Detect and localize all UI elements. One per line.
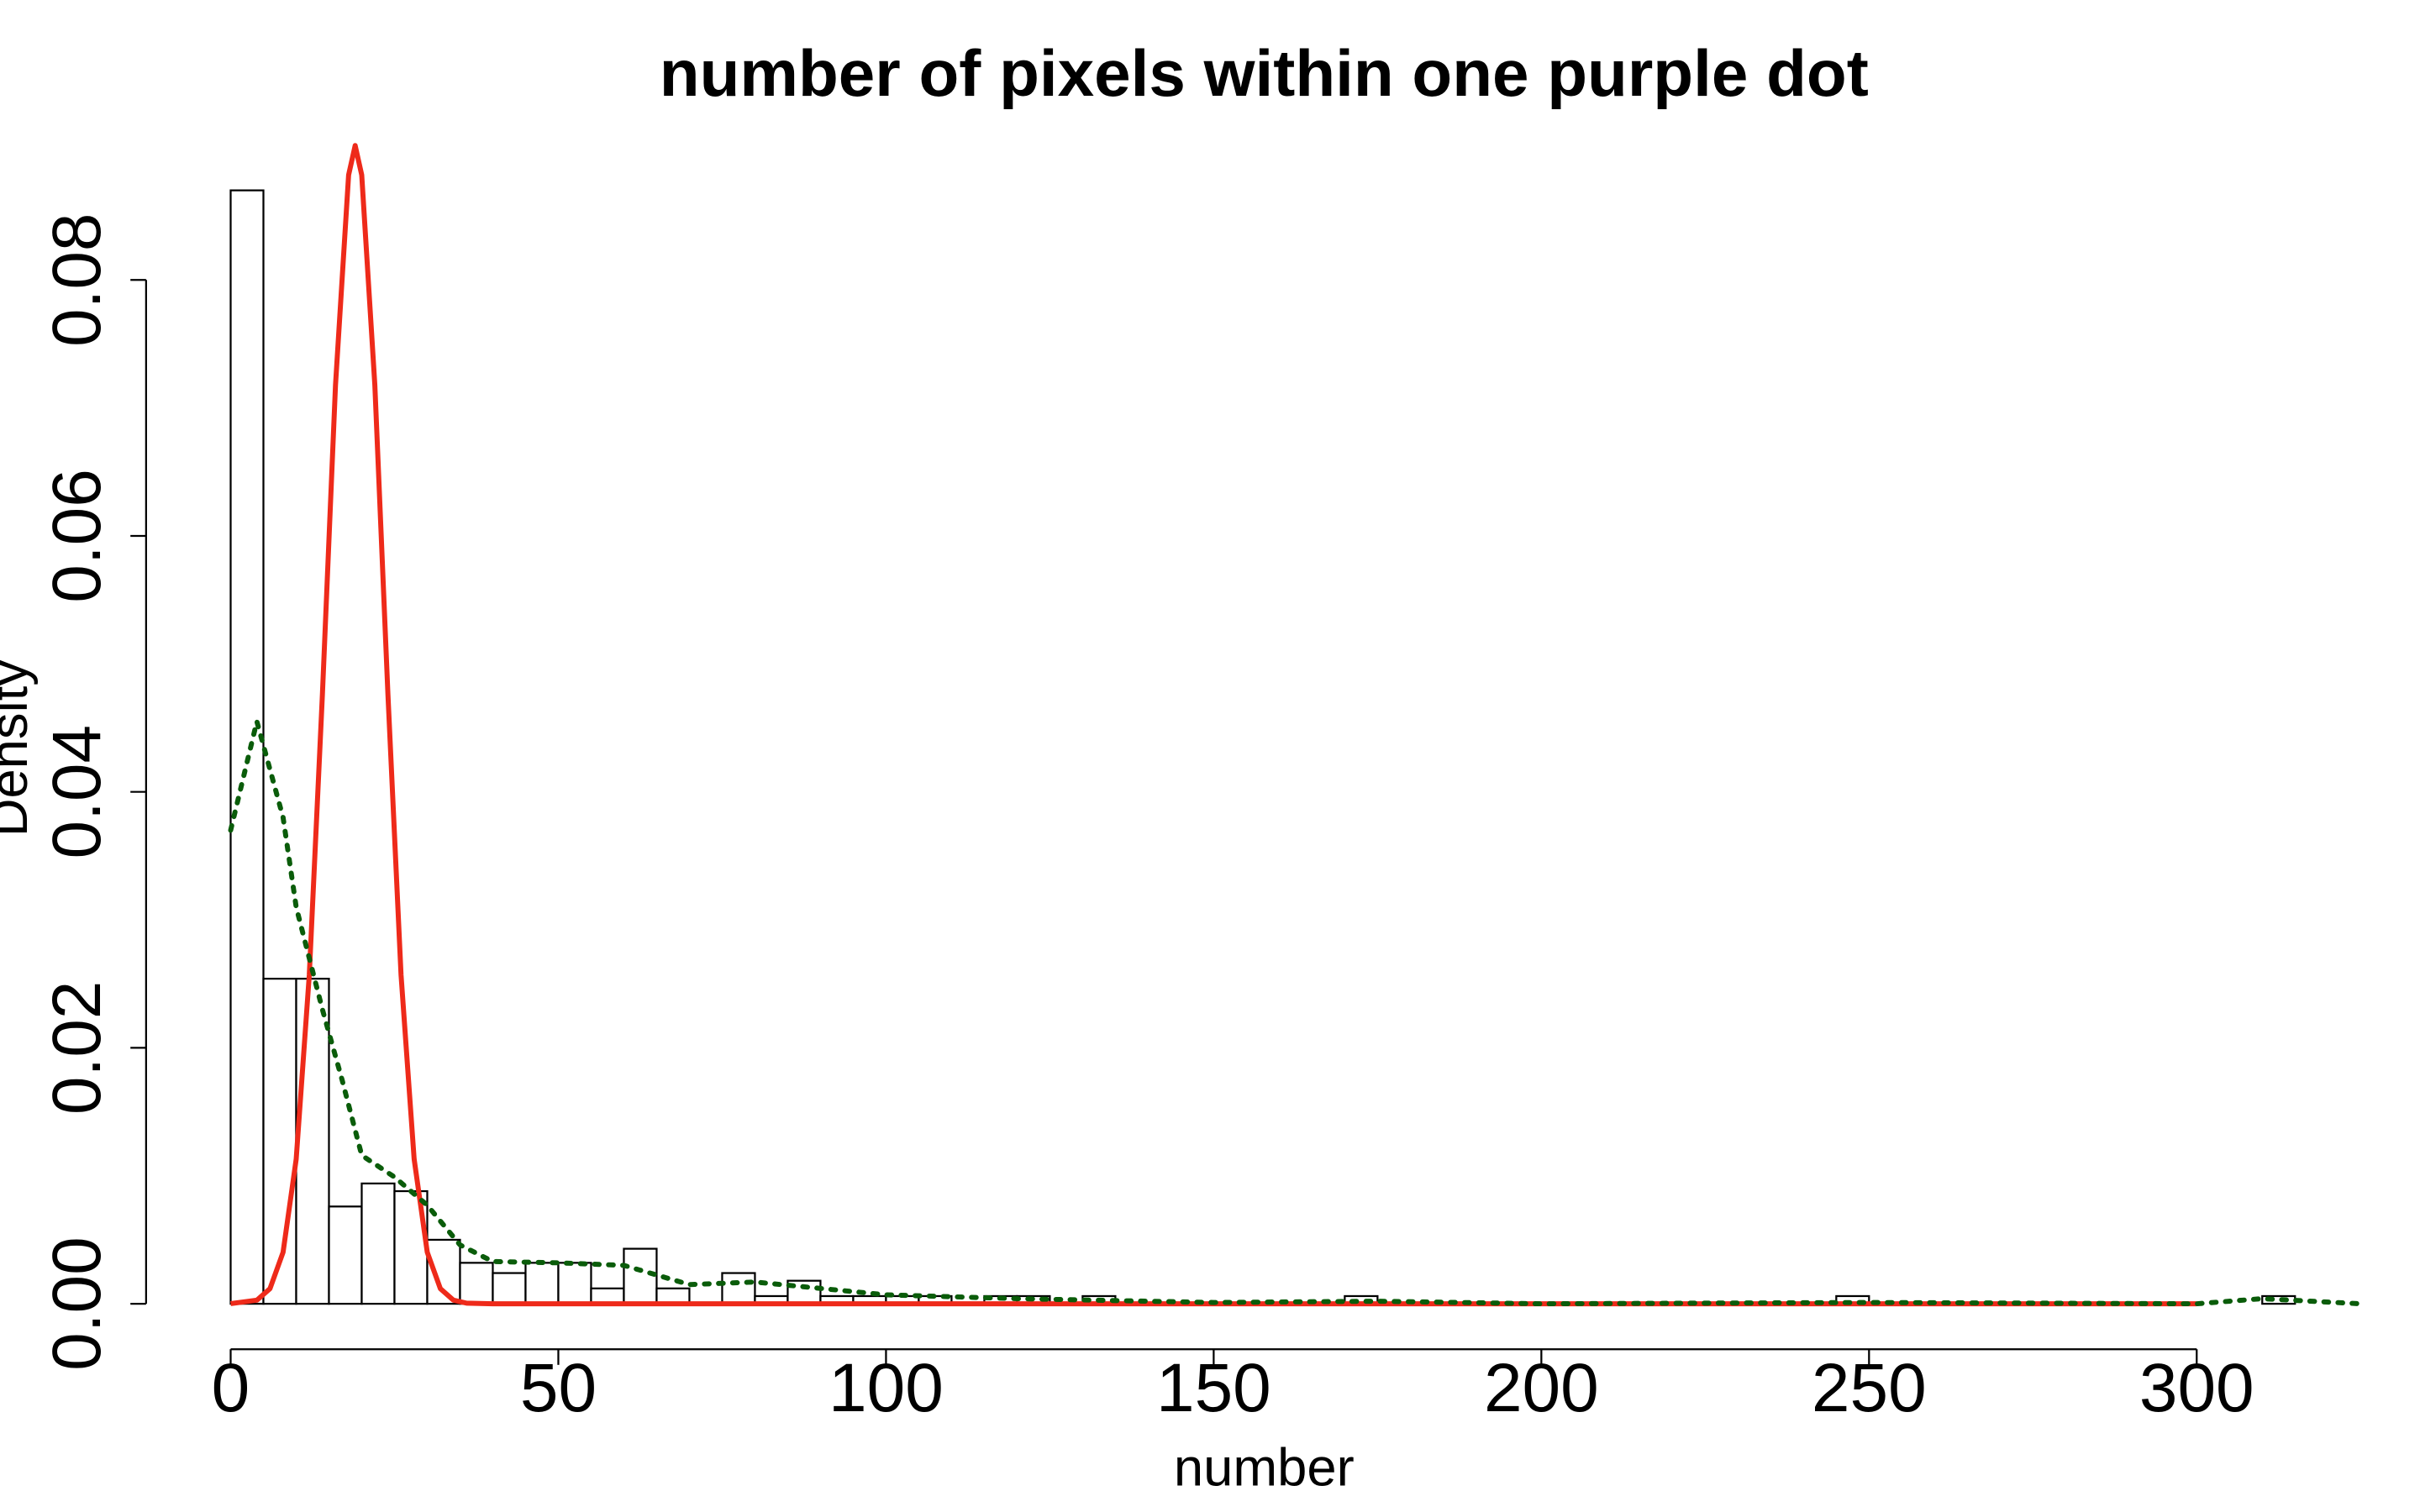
histogram-bar	[623, 1247, 658, 1305]
x-tick-label: 0	[212, 1350, 250, 1426]
y-axis-label: Density	[0, 659, 39, 837]
histogram-bar	[557, 1262, 592, 1305]
histogram-bar	[459, 1262, 494, 1305]
x-tick-label: 50	[520, 1350, 597, 1426]
x-axis-label: number	[1174, 1438, 1355, 1497]
y-tick-label: 0.02	[39, 981, 115, 1116]
density-curve	[228, 718, 2364, 1307]
x-tick-label: 100	[829, 1350, 944, 1426]
y-tick-label: 0.04	[39, 725, 115, 859]
histogram-bar	[721, 1272, 756, 1305]
x-tick-label: 250	[1812, 1350, 1927, 1426]
histogram-bar	[524, 1262, 560, 1305]
histogram-bar	[360, 1182, 396, 1305]
histogram-bar	[492, 1272, 527, 1305]
histogram-bar	[328, 1205, 363, 1305]
histogram-bar	[295, 978, 330, 1305]
y-tick-label: 0.06	[39, 469, 115, 603]
x-tick-label: 150	[1156, 1350, 1271, 1426]
chart-title: number of pixels within one purple dot	[660, 36, 1869, 110]
y-tick-label: 0.08	[39, 213, 115, 347]
y-tick-label: 0.00	[39, 1236, 115, 1371]
x-tick-label: 200	[1484, 1350, 1599, 1426]
normal-curve	[230, 143, 2197, 1307]
x-tick-label: 300	[2139, 1350, 2254, 1426]
histogram-bar	[229, 189, 265, 1305]
